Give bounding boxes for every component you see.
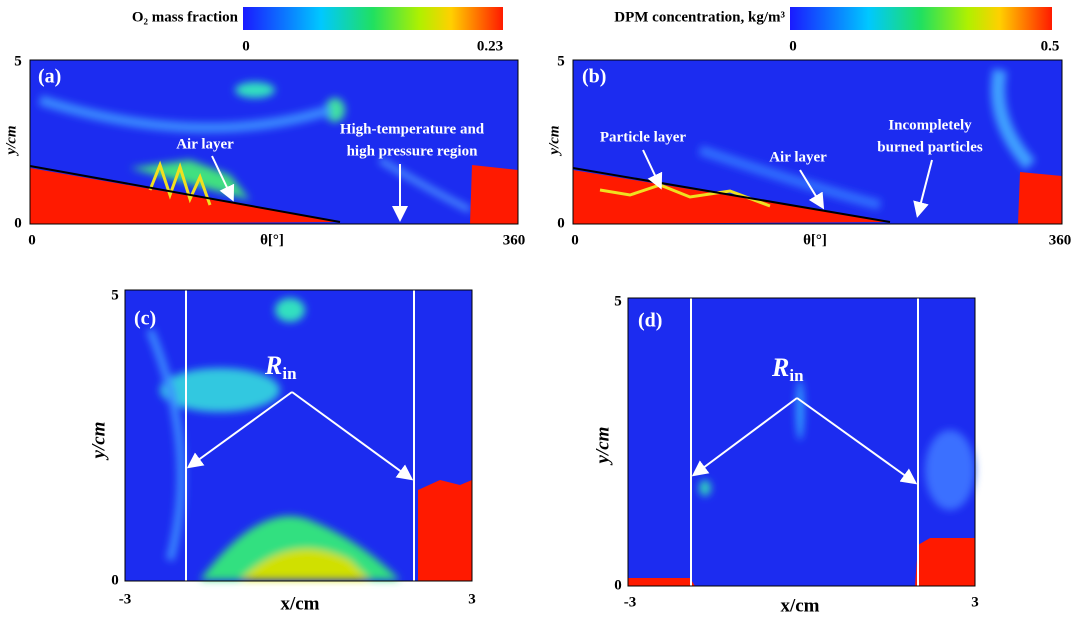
colorbar — [243, 7, 503, 30]
y-tick-label: 0 — [14, 215, 22, 231]
particle-region — [418, 480, 472, 581]
annotation: burned particles — [877, 139, 983, 155]
colorbar-label: DPM concentration, kg/m³ — [614, 9, 785, 25]
mixing-layer — [148, 160, 212, 206]
arrow — [691, 397, 798, 477]
particle-region — [470, 165, 518, 224]
arrow — [211, 155, 235, 202]
y-tick-label: 5 — [14, 53, 22, 69]
annotation: Air layer — [176, 136, 234, 152]
field-features — [699, 380, 975, 510]
particle-region — [30, 168, 340, 224]
colorbar-min: 0 — [789, 38, 797, 54]
y-tick-label: 0 — [614, 577, 622, 593]
y-tick-label: 5 — [557, 53, 565, 69]
frame — [572, 59, 1063, 225]
y-tick-label: 5 — [614, 293, 622, 309]
x-axis-label: θ[°] — [803, 232, 827, 248]
annotation: Air layer — [769, 149, 827, 165]
arrow — [796, 397, 918, 485]
panel-label: (c) — [134, 308, 156, 330]
panel-label: (b) — [582, 66, 606, 88]
x-tick-label: 360 — [1049, 232, 1072, 248]
y-axis-label: y/cm — [592, 427, 613, 466]
annotation: high pressure region — [347, 143, 479, 159]
boundary — [572, 167, 891, 223]
panel-a: (a) Air layer High-temperature and high … — [3, 53, 525, 248]
colorbar-min: 0 — [242, 38, 250, 54]
particle-region — [628, 578, 695, 586]
y-axis-label: y/cm — [546, 125, 562, 156]
frame — [627, 297, 976, 587]
x-tick-label: 360 — [503, 232, 526, 248]
colorbar-label: O₂ mass fraction — [132, 9, 239, 25]
x-tick-label: 3 — [971, 594, 979, 610]
arrow — [186, 391, 293, 469]
y-tick-label: 0 — [111, 572, 119, 588]
x-tick-label: 0 — [28, 232, 36, 248]
x-tick-label: 3 — [468, 591, 476, 607]
frame — [124, 289, 473, 582]
panel-d: (d) Rin 5 0 -3 3 x/cm y/cm — [592, 293, 978, 616]
arrow — [913, 159, 933, 218]
particle-region — [1018, 172, 1062, 224]
panel-label: (d) — [638, 310, 662, 332]
field-features — [698, 68, 1036, 210]
mixing-layer — [599, 183, 771, 208]
frame — [29, 59, 519, 225]
field-features — [146, 298, 400, 580]
annotation: Incompletely — [888, 117, 972, 133]
x-axis-label: x/cm — [280, 593, 319, 614]
boundary — [29, 165, 341, 223]
arrow — [642, 149, 663, 190]
radius-label: Rin — [264, 351, 297, 383]
y-axis-label: y/cm — [88, 422, 109, 461]
y-tick-label: 5 — [111, 287, 119, 303]
x-axis-label: θ[°] — [260, 232, 284, 248]
particle-region — [915, 538, 975, 586]
colorbar-max: 0.5 — [1041, 38, 1060, 54]
colorbar-max: 0.23 — [477, 38, 503, 54]
radius-label: Rin — [771, 353, 804, 385]
panel-label: (a) — [38, 66, 61, 88]
annotation: Particle layer — [600, 129, 687, 145]
x-tick-label: -3 — [624, 594, 637, 610]
y-tick-label: 0 — [557, 215, 565, 231]
panel-c: (c) Rin 5 0 -3 3 x/cm y/cm — [88, 287, 475, 614]
panel-b: (b) Particle layer Air layer Incompletel… — [546, 53, 1071, 248]
y-axis-label: y/cm — [3, 125, 19, 156]
colorbar — [790, 7, 1052, 30]
x-axis-label: x/cm — [780, 595, 819, 616]
annotation: High-temperature and — [340, 121, 485, 137]
arrow — [291, 391, 414, 481]
x-tick-label: 0 — [571, 232, 579, 248]
x-tick-label: -3 — [119, 591, 132, 607]
arrow — [799, 169, 825, 210]
